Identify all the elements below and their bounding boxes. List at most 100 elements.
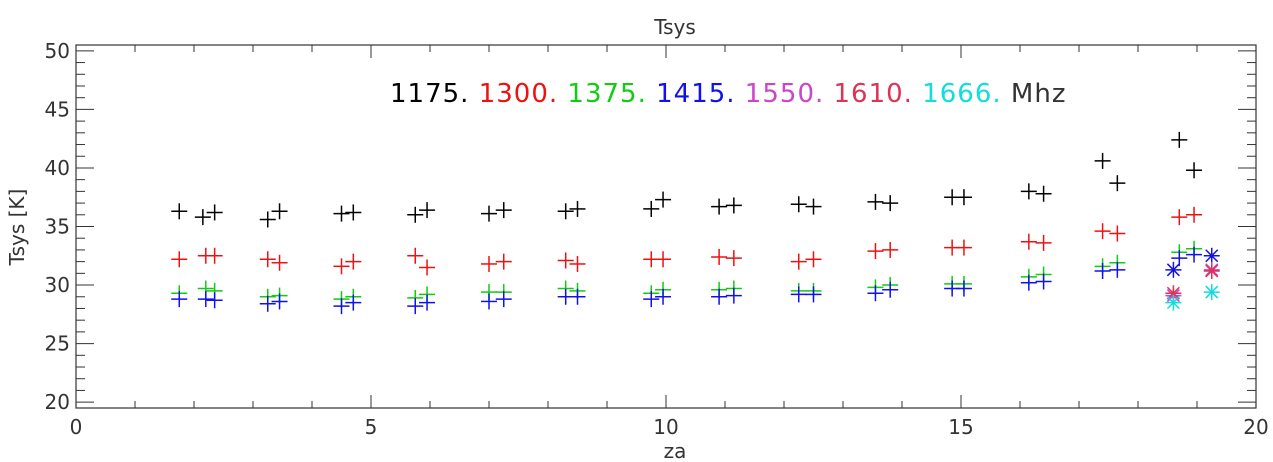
x-axis-label: za [664,439,687,462]
asterisk-marker [1165,294,1182,311]
plus-marker [171,203,188,220]
plus-marker [725,250,742,267]
plus-marker [1171,209,1188,226]
y-tick-label: 45 [45,97,70,121]
plus-marker [955,239,972,256]
plus-marker [655,191,672,208]
plus-marker [481,293,497,310]
plus-marker [569,200,586,217]
plus-marker [1186,246,1203,263]
legend-entry: 1610. [824,79,913,109]
plus-marker [407,298,424,315]
plus-marker [790,253,807,270]
plus-marker [481,205,497,222]
plus-marker [345,253,362,270]
plus-marker [1094,223,1111,240]
plus-marker [955,189,972,206]
asterisk-marker [1203,262,1220,279]
plus-marker [867,243,884,260]
plus-marker [271,293,288,310]
plus-marker [867,193,884,210]
plus-marker [407,206,424,223]
plus-marker [495,253,512,270]
plus-marker [711,288,728,305]
asterisk-marker [1203,284,1220,301]
x-tick-label: 10 [653,415,678,439]
plus-marker [805,251,822,268]
plus-marker [805,198,822,215]
plus-marker [333,205,350,222]
plus-marker [955,280,972,297]
y-tick-label: 30 [45,273,70,297]
plus-marker [419,259,436,276]
plus-marker [790,286,807,303]
plus-marker [1035,234,1052,251]
plus-marker [882,281,899,298]
plus-marker [259,251,276,268]
plus-marker [345,204,362,221]
plus-marker [495,291,512,308]
x-tick-labels: 0 5 10 15 20 [70,415,1269,439]
legend-unit: Mhz [1002,79,1067,109]
plus-marker [171,291,188,308]
plus-marker [345,294,362,311]
legend-entry: 1550. [736,79,825,109]
plus-marker [407,247,424,264]
plus-marker [711,248,728,265]
plus-marker [206,204,223,221]
y-tick-label: 25 [45,332,70,356]
plus-marker [569,255,586,272]
data-points [171,131,1220,315]
plus-marker [882,195,899,212]
plus-marker [643,291,660,308]
legend-entry: 1300. [469,79,558,109]
plus-marker [790,196,807,213]
plus-marker [1020,274,1037,291]
plus-marker [259,211,276,228]
chart-title: Tsys [653,15,696,39]
plus-marker [419,202,436,219]
x-tick-label: 20 [1243,415,1268,439]
plus-marker [882,241,899,258]
plus-marker [643,200,660,217]
x-tick-label: 5 [365,415,378,439]
plus-marker [725,197,742,214]
plus-marker [197,291,214,308]
plus-marker [333,298,350,315]
plus-marker [171,251,188,268]
plus-marker [259,295,276,312]
plus-marker [1186,206,1203,223]
axis-ticks [75,45,1257,408]
plus-marker [655,251,672,268]
plus-marker [557,252,574,269]
plus-marker [271,203,288,220]
plus-marker [867,285,884,302]
plus-marker [725,287,742,304]
plus-marker [1035,185,1052,202]
plus-marker [1094,152,1111,169]
x-tick-label: 15 [948,415,973,439]
x-tick-label: 0 [70,415,83,439]
plus-marker [1020,183,1037,200]
plus-marker [1186,162,1203,179]
asterisk-marker [1165,261,1182,278]
legend-entry: 1375. [558,79,647,109]
plus-marker [271,254,288,271]
plus-marker [1171,250,1188,267]
plus-marker [1171,131,1188,148]
plus-marker [569,288,586,305]
legend-entry: 1415. [647,79,736,109]
plus-marker [419,294,436,311]
plus-marker [1020,233,1037,250]
plus-marker [1094,262,1111,279]
plus-marker [194,209,211,226]
plus-marker [711,198,728,215]
plus-marker [206,247,223,264]
y-tick-label: 35 [45,215,70,239]
asterisk-marker [1203,247,1220,264]
plus-marker [333,258,350,275]
y-tick-label: 40 [45,156,70,180]
plus-marker [206,292,223,309]
plus-marker [481,255,497,272]
